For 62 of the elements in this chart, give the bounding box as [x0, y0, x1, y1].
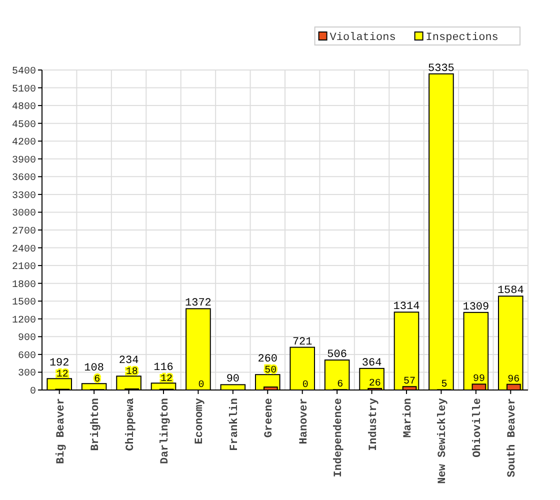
legend-label: Inspections — [426, 32, 498, 44]
x-tick-label: Ohioville — [472, 398, 484, 458]
data-label: 721 — [292, 336, 313, 348]
x-tick-label: Independence — [333, 398, 346, 478]
data-label: 116 — [154, 362, 174, 374]
data-label: 26 — [368, 378, 381, 390]
y-tick-label: 600 — [18, 350, 36, 362]
y-tick-label: 3000 — [12, 208, 36, 220]
x-tick-label: South Beaver — [506, 398, 519, 478]
y-tick-label: 2700 — [12, 226, 36, 238]
data-label: 5 — [441, 380, 448, 391]
data-label: 6 — [94, 374, 100, 386]
data-label: 50 — [264, 366, 277, 377]
x-tick-label: Economy — [194, 398, 206, 444]
y-tick-label: 4200 — [12, 138, 36, 149]
y-tick-label: 900 — [18, 333, 36, 344]
y-tick-label: 5100 — [12, 84, 36, 96]
y-tick-label: 3900 — [12, 155, 36, 166]
x-tick-label: Franklin — [228, 398, 241, 451]
y-tick-label: 5400 — [12, 66, 36, 78]
y-tick-label: 1800 — [12, 280, 36, 291]
x-tick-label: Industry — [368, 398, 380, 451]
x-tick-label: Marion — [402, 398, 414, 438]
data-label: 90 — [226, 374, 240, 386]
data-label: 57 — [404, 376, 416, 388]
x-tick-label: Big Beaver — [55, 398, 68, 464]
data-label: 6 — [337, 380, 344, 391]
x-tick-label: Darlington — [160, 398, 172, 464]
data-label: 1372 — [185, 298, 212, 310]
data-label: 12 — [160, 374, 173, 386]
data-label: 0 — [198, 380, 204, 391]
y-tick-label: 1200 — [12, 315, 36, 326]
legend-label: Violations — [330, 32, 396, 44]
x-tick-label: Brighton — [90, 398, 102, 451]
y-tick-label: 3300 — [12, 190, 36, 202]
data-label: 18 — [126, 367, 138, 378]
data-label: 192 — [49, 358, 70, 370]
x-tick-label: Hanover — [298, 398, 310, 444]
data-label: 108 — [84, 362, 104, 375]
y-tick-label: 300 — [18, 368, 36, 380]
x-tick-label: New Sewickley — [437, 398, 450, 484]
data-label: 12 — [56, 370, 68, 381]
data-label: 96 — [508, 374, 520, 386]
x-tick-label: Chippewa — [124, 398, 137, 451]
y-tick-label: 4800 — [12, 102, 36, 114]
data-label: 234 — [118, 355, 140, 368]
x-tick-label: Greene — [264, 398, 276, 438]
y-tick-label: 3600 — [12, 173, 36, 184]
y-tick-label: 2100 — [12, 262, 36, 274]
y-tick-label: 1500 — [12, 298, 36, 309]
data-label: 260 — [258, 354, 278, 366]
y-tick-label: 4500 — [12, 120, 36, 131]
y-tick-label: 0 — [30, 386, 36, 398]
data-label: 1584 — [497, 285, 524, 298]
data-label: 506 — [327, 349, 347, 362]
data-label: 1309 — [462, 301, 490, 314]
data-label: 1314 — [393, 301, 420, 314]
data-label: 0 — [302, 380, 308, 391]
data-label: 5335 — [428, 62, 454, 75]
data-label: 99 — [472, 374, 485, 386]
data-label: 364 — [362, 357, 382, 370]
y-tick-label: 2400 — [12, 244, 36, 256]
